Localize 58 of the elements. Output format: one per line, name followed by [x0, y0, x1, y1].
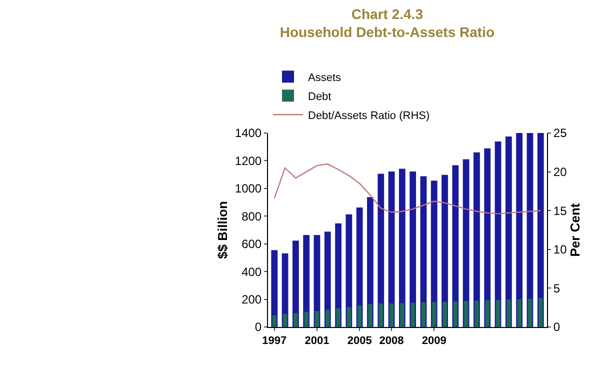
- bar: [528, 298, 532, 327]
- bar: [368, 304, 372, 327]
- bar: [464, 300, 468, 327]
- x-tick-label: 2009: [422, 335, 446, 348]
- chart-title: Chart 2.4.3: [351, 6, 424, 22]
- legend-label: Assets: [308, 72, 342, 84]
- bar: [517, 299, 522, 327]
- legend-label: Debt/Assets Ratio (RHS): [308, 110, 430, 122]
- bar: [421, 302, 426, 327]
- y2-tick-label: 0: [553, 320, 560, 334]
- bar: [537, 133, 544, 327]
- bar: [496, 300, 500, 327]
- y2-tick-label: 20: [553, 165, 568, 179]
- bar: [400, 303, 404, 327]
- y2-tick-label: 15: [553, 204, 568, 218]
- bar: [474, 300, 479, 327]
- y-tick-label: 600: [242, 237, 262, 252]
- y2-axis-title: Per Cent: [568, 202, 583, 257]
- y-tick-label: 800: [242, 209, 262, 224]
- line-series: [274, 163, 542, 214]
- bar: [432, 302, 436, 327]
- y-axis-title: $$ Billion: [214, 201, 230, 259]
- y-tick-label: 1400: [234, 126, 262, 140]
- bar: [453, 301, 458, 327]
- bar: [304, 312, 308, 327]
- y-tick-label: 1200: [234, 154, 262, 168]
- bar: [314, 311, 320, 327]
- y-tick-label: 1000: [234, 182, 262, 196]
- x-tick-label: 2001: [304, 335, 330, 348]
- x-tick-label: 1997: [262, 335, 287, 348]
- bar: [271, 250, 278, 327]
- bar: [326, 310, 330, 327]
- x-tick-label: 2005: [347, 335, 372, 348]
- bar: [442, 302, 447, 327]
- bar: [378, 303, 384, 327]
- bar: [346, 306, 352, 327]
- y-tick-label: 0: [254, 320, 262, 334]
- y2-tick-label: 25: [553, 126, 568, 140]
- chart-subtitle: Household Debt-to-Assets Ratio: [280, 24, 495, 40]
- bar: [538, 298, 543, 327]
- bar: [357, 306, 362, 327]
- bar: [485, 300, 490, 327]
- legend-label: Debt: [308, 90, 332, 103]
- y2-tick-label: 10: [553, 242, 568, 257]
- bar: [506, 300, 511, 327]
- y-tick-label: 400: [242, 264, 262, 279]
- bar: [272, 315, 277, 327]
- bar: [389, 303, 394, 327]
- y-tick-label: 200: [242, 292, 262, 306]
- bar: [336, 308, 340, 327]
- bar: [452, 165, 459, 327]
- bar: [294, 313, 298, 327]
- y2-tick-label: 5: [553, 281, 560, 296]
- bar: [462, 159, 470, 327]
- x-tick-label: 2008: [379, 335, 404, 348]
- bar: [410, 302, 415, 327]
- bar: [378, 174, 384, 327]
- bar: [282, 314, 288, 327]
